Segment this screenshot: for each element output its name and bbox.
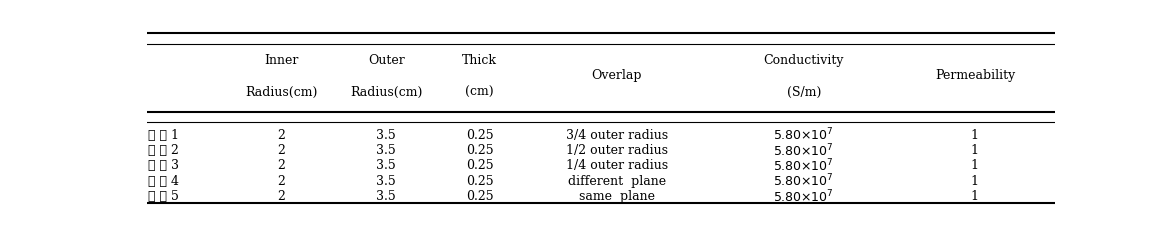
Text: Thick: Thick bbox=[462, 54, 497, 67]
Text: Inner: Inner bbox=[264, 54, 299, 67]
Text: 모 델 3: 모 델 3 bbox=[149, 159, 179, 172]
Text: 3.5: 3.5 bbox=[376, 144, 396, 157]
Text: 모 델 1: 모 델 1 bbox=[149, 129, 179, 142]
Text: 모 델 5: 모 델 5 bbox=[149, 190, 179, 203]
Text: 3.5: 3.5 bbox=[376, 159, 396, 172]
Text: 3.5: 3.5 bbox=[376, 190, 396, 203]
Text: 1: 1 bbox=[970, 144, 979, 157]
Text: 2: 2 bbox=[278, 175, 285, 188]
Text: 1/4 outer radius: 1/4 outer radius bbox=[566, 159, 668, 172]
Text: (cm): (cm) bbox=[465, 86, 495, 99]
Text: (S/m): (S/m) bbox=[786, 86, 820, 99]
Text: 0.25: 0.25 bbox=[466, 175, 493, 188]
Text: 0.25: 0.25 bbox=[466, 144, 493, 157]
Text: 3.5: 3.5 bbox=[376, 129, 396, 142]
Text: 모 델 4: 모 델 4 bbox=[149, 175, 179, 188]
Text: Overlap: Overlap bbox=[592, 69, 642, 82]
Text: 2: 2 bbox=[278, 129, 285, 142]
Text: $5.80{\times}10^{7}$: $5.80{\times}10^{7}$ bbox=[774, 127, 834, 144]
Text: different  plane: different plane bbox=[567, 175, 666, 188]
Text: 0.25: 0.25 bbox=[466, 190, 493, 203]
Text: Outer: Outer bbox=[368, 54, 404, 67]
Text: 1: 1 bbox=[970, 190, 979, 203]
Text: 1/2 outer radius: 1/2 outer radius bbox=[566, 144, 668, 157]
Text: Permeability: Permeability bbox=[935, 69, 1015, 82]
Text: 2: 2 bbox=[278, 190, 285, 203]
Text: 2: 2 bbox=[278, 144, 285, 157]
Text: Radius(cm): Radius(cm) bbox=[350, 86, 422, 99]
Text: 0.25: 0.25 bbox=[466, 159, 493, 172]
Text: 1: 1 bbox=[970, 129, 979, 142]
Text: $5.80{\times}10^{7}$: $5.80{\times}10^{7}$ bbox=[774, 142, 834, 159]
Text: 1: 1 bbox=[970, 159, 979, 172]
Text: same  plane: same plane bbox=[579, 190, 655, 203]
Text: 3.5: 3.5 bbox=[376, 175, 396, 188]
Text: 0.25: 0.25 bbox=[466, 129, 493, 142]
Text: 2: 2 bbox=[278, 159, 285, 172]
Text: 1: 1 bbox=[970, 175, 979, 188]
Text: 모 델 2: 모 델 2 bbox=[149, 144, 179, 157]
Text: $5.80{\times}10^{7}$: $5.80{\times}10^{7}$ bbox=[774, 158, 834, 174]
Text: Conductivity: Conductivity bbox=[763, 54, 844, 67]
Text: $5.80{\times}10^{7}$: $5.80{\times}10^{7}$ bbox=[774, 173, 834, 190]
Text: Radius(cm): Radius(cm) bbox=[245, 86, 318, 99]
Text: $5.80{\times}10^{7}$: $5.80{\times}10^{7}$ bbox=[774, 188, 834, 205]
Text: 3/4 outer radius: 3/4 outer radius bbox=[566, 129, 668, 142]
